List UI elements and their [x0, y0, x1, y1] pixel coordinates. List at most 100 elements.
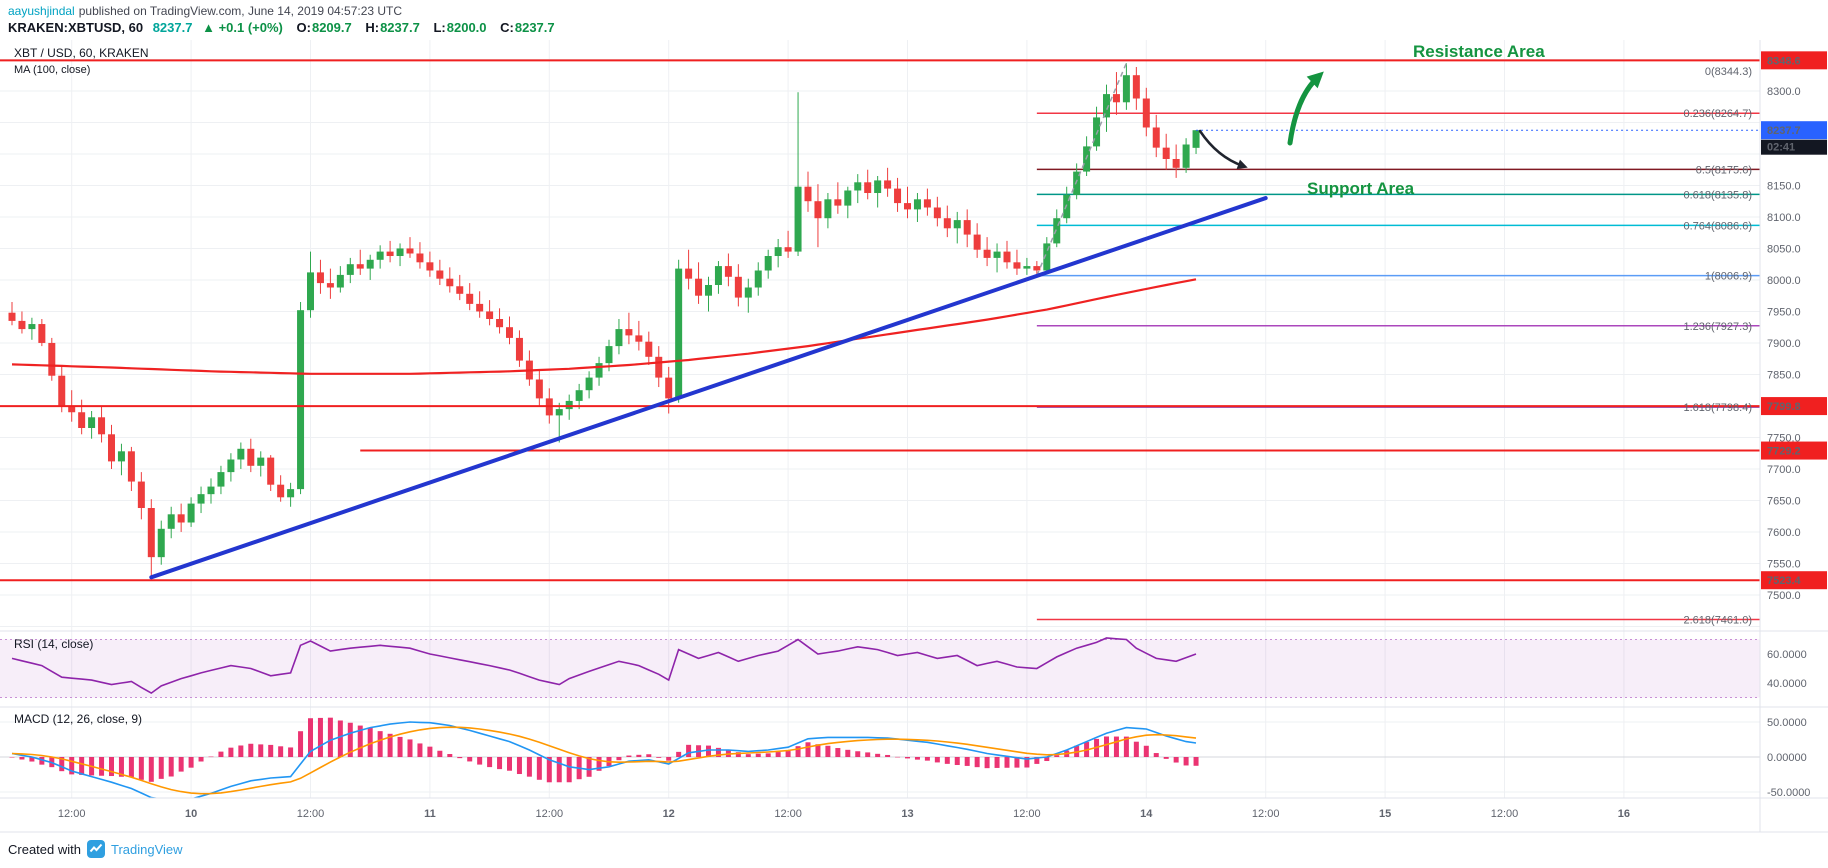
macd-histogram-bar [715, 747, 721, 757]
svg-text:8000.0: 8000.0 [1767, 275, 1801, 287]
candle [496, 319, 504, 328]
main-pane-legend: XBT / USD, 60, KRAKEN [14, 46, 149, 60]
macd-histogram-bar [1133, 741, 1139, 757]
macd-histogram-bar [964, 757, 970, 766]
macd-histogram-bar [248, 743, 254, 757]
macd-histogram-bar [1054, 755, 1060, 757]
svg-text:8100.0: 8100.0 [1767, 212, 1801, 224]
macd-histogram-bar [168, 757, 174, 777]
candle [784, 247, 792, 252]
macd-histogram-bar [268, 744, 274, 757]
macd-histogram-bar [417, 743, 423, 757]
macd-histogram-bar [357, 725, 363, 757]
macd-histogram-bar [1044, 757, 1050, 762]
macd-histogram-bar [477, 757, 483, 765]
candle [585, 377, 593, 391]
fib-label: 1(8006.9) [1705, 271, 1752, 283]
macd-histogram-bar [158, 757, 164, 779]
macd-histogram-bar [59, 757, 65, 772]
candle [396, 248, 404, 257]
fib-label: 2.618(7461.0) [1684, 615, 1753, 627]
svg-text:7729.2: 7729.2 [1767, 446, 1801, 458]
candle [88, 417, 96, 428]
svg-text:7900.0: 7900.0 [1767, 338, 1801, 350]
candle [247, 448, 255, 466]
candle [595, 363, 603, 378]
macd-histogram-bar [666, 757, 672, 761]
macd-histogram-bar [626, 755, 632, 757]
candle [685, 268, 693, 279]
macd-histogram-bar [536, 757, 542, 780]
candle [645, 341, 653, 357]
price-tag [1761, 121, 1827, 140]
candle [953, 220, 961, 229]
macd-histogram-bar [218, 751, 224, 757]
candle [137, 481, 145, 509]
macd-histogram-bar [974, 757, 980, 768]
candle [943, 218, 951, 229]
time-scale[interactable] [0, 798, 1760, 832]
macd-histogram-bar [994, 757, 1000, 768]
axes-layer: 0(8344.3) 0.236(8264.7) 0.5(8175.6) 0.618(8… [0, 40, 1828, 833]
macd-histogram-bar [1024, 757, 1030, 768]
price-scale[interactable] [1760, 40, 1828, 798]
macd-histogram-bar [1183, 757, 1189, 766]
rsi-line [11, 637, 1197, 695]
candle [237, 448, 245, 460]
candle [376, 251, 384, 260]
macd-histogram-bar [586, 757, 592, 777]
svg-text:8237.7: 8237.7 [1767, 125, 1801, 137]
macd-histogram-bar [875, 753, 881, 757]
candle [38, 324, 46, 343]
svg-text:7850.0: 7850.0 [1767, 369, 1801, 381]
candle [307, 272, 314, 311]
candle [1073, 171, 1081, 195]
candle [705, 284, 712, 296]
main-chart-area[interactable] [0, 40, 1760, 631]
candle [854, 182, 862, 191]
svg-text:8050.0: 8050.0 [1767, 243, 1801, 255]
fib-label: 0(8344.3) [1705, 66, 1752, 78]
svg-text:12: 12 [663, 808, 675, 820]
candle [834, 199, 842, 206]
ohlc-low-label: L: [433, 20, 446, 35]
svg-text:7950.0: 7950.0 [1767, 306, 1801, 318]
ohlc-open-label: O: [296, 20, 311, 35]
candle [436, 270, 444, 279]
macd-histogram-bar [895, 756, 901, 758]
macd-histogram-bar [487, 757, 493, 768]
candle [983, 249, 991, 258]
macd-histogram-bar [914, 757, 920, 760]
candle [287, 489, 295, 498]
candle [506, 327, 513, 338]
svg-text:12:00: 12:00 [58, 808, 86, 820]
svg-text:8300.0: 8300.0 [1767, 86, 1801, 98]
candle [456, 286, 464, 294]
symbol-info-bar: KRAKEN:XBTUSD, 60 8237.7 ▲ +0.1 (+0%) O:… [8, 20, 555, 35]
pullback-arrow-icon [1198, 129, 1248, 170]
macd-histogram-bar [507, 757, 512, 771]
tradingview-brand-link[interactable]: TradingView [110, 841, 183, 857]
candle [1053, 218, 1061, 244]
svg-text:12:00: 12:00 [536, 808, 564, 820]
candle [605, 346, 613, 364]
macd-histogram-bar [79, 757, 85, 775]
symbol-name: KRAKEN:XBTUSD, 60 [8, 20, 144, 35]
candle [744, 287, 752, 298]
candle [336, 274, 344, 288]
author-link[interactable]: aayushjindal [8, 4, 75, 18]
candle [1112, 94, 1120, 103]
candle [1093, 117, 1101, 147]
support-trendline [149, 196, 1268, 580]
candle [1172, 158, 1180, 168]
candle [635, 335, 643, 342]
macd-histogram-bar [1193, 757, 1199, 766]
macd-histogram-bar [1004, 757, 1010, 768]
candle [366, 259, 374, 269]
candle [575, 390, 583, 401]
fib-label: 0.5(8175.6) [1696, 164, 1752, 176]
candle [1152, 127, 1160, 148]
candle [864, 182, 872, 194]
macd-histogram-bar [228, 747, 234, 757]
candle [207, 486, 215, 495]
